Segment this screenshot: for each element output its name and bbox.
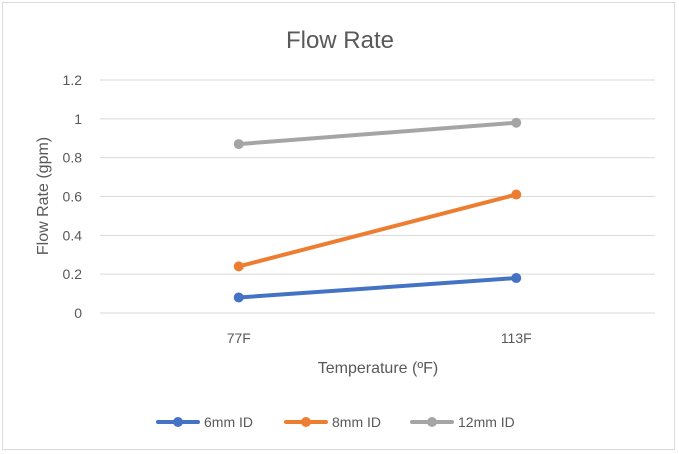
y-tick-label: 0 (74, 305, 82, 321)
data-point-marker (233, 261, 244, 272)
data-point-marker (233, 292, 244, 303)
y-tick-label: 0.6 (63, 189, 83, 205)
y-tick-label: 1.2 (63, 72, 83, 88)
legend-label: 12mm ID (458, 414, 515, 430)
data-point-marker (233, 139, 244, 150)
x-axis-title: Temperature (ºF) (318, 360, 439, 377)
legend-label: 6mm ID (204, 414, 253, 430)
gridlines (100, 79, 655, 314)
x-tick-label: 113F (501, 330, 532, 346)
legend-marker (427, 417, 437, 427)
data-point-marker (511, 117, 522, 128)
data-point-marker (511, 273, 522, 284)
series-lines (233, 117, 522, 303)
legend: 6mm ID 8mm ID 12mm ID (156, 414, 515, 430)
series-line (236, 120, 519, 147)
legend-item: 12mm ID (410, 414, 515, 430)
series-line (236, 276, 519, 300)
legend-label: 8mm ID (332, 414, 381, 430)
legend-marker (173, 417, 183, 427)
chart-area (2, 2, 675, 450)
legend-item: 6mm ID (156, 414, 253, 430)
legend-item: 8mm ID (284, 414, 381, 430)
y-axis-tick-labels: 0 0.2 0.4 0.6 0.8 1 1.2 (63, 72, 83, 321)
chart-title: Flow Rate (286, 27, 394, 54)
y-tick-label: 0.4 (63, 227, 83, 243)
y-tick-label: 1 (74, 111, 82, 127)
x-axis-tick-labels: 77F 113F (227, 330, 532, 346)
legend-marker (301, 417, 311, 427)
data-point-marker (511, 189, 522, 200)
x-tick-label: 77F (227, 330, 251, 346)
y-axis-title: Flow Rate (gpm) (35, 137, 52, 255)
series-line (236, 192, 519, 269)
y-tick-label: 0.2 (63, 266, 83, 282)
y-tick-label: 0.8 (63, 150, 83, 166)
